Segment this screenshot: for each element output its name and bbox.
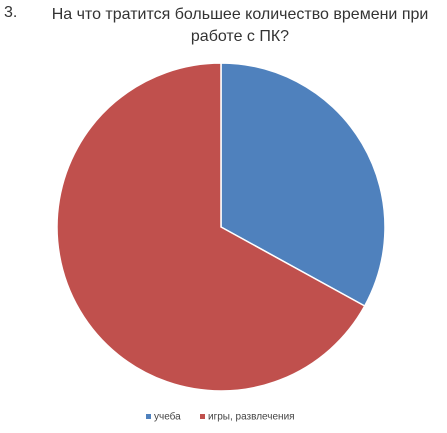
legend-swatch bbox=[146, 414, 151, 419]
legend-label: игры, развлечения bbox=[208, 412, 295, 423]
pie-slice bbox=[56, 62, 366, 392]
question-number: 3. bbox=[4, 4, 18, 21]
legend-label: учеба bbox=[154, 411, 181, 423]
pie-slice bbox=[220, 62, 386, 308]
legend-swatch bbox=[200, 414, 205, 419]
chart-title: На что тратится большее количество време… bbox=[51, 6, 429, 45]
